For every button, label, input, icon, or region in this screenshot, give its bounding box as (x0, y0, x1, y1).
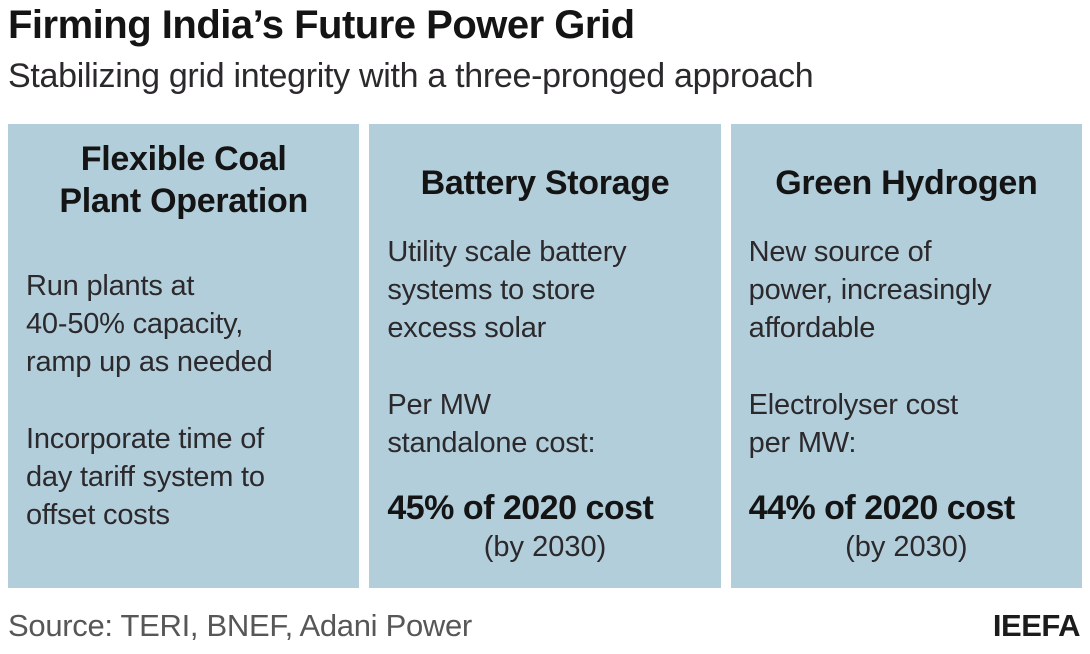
cost-highlight: 45% of 2020 cost (387, 488, 654, 527)
panel-flexible-coal: Flexible Coal Plant Operation Run plants… (8, 124, 360, 588)
panel-text: New source of power, increasingly afford… (748, 236, 992, 344)
panels-row: Flexible Coal Plant Operation Run plants… (8, 124, 1082, 588)
panel-title-flexible-coal: Flexible Coal Plant Operation (59, 140, 308, 221)
cost-highlight-note: (by 2030) (845, 530, 968, 563)
page-subtitle: Stabilizing grid integrity with a three-… (8, 57, 814, 96)
header: Firming India’s Future Power Grid Stabil… (8, 0, 1082, 97)
page-title: Firming India’s Future Power Grid (8, 3, 635, 47)
panel-battery-storage: Battery Storage Utility scale battery sy… (369, 124, 721, 588)
cost-highlight-note: (by 2030) (483, 530, 607, 563)
panel-text: Electrolyser cost per MW: (748, 389, 959, 459)
cost-highlight: 44% of 2020 cost (748, 488, 1016, 527)
attribution-text: IEEFA (992, 608, 1081, 643)
panel-text: Utility scale battery systems to store e… (387, 236, 627, 344)
panel-text: Incorporate time of day tariff system to… (26, 423, 265, 531)
panel-title-battery-storage: Battery Storage (420, 164, 670, 202)
panel-title-green-hydrogen: Green Hydrogen (775, 164, 1038, 202)
panel-text: Per MW standalone cost: (387, 389, 596, 459)
source-text: Source: TERI, BNEF, Adani Power (8, 608, 472, 643)
footer: Source: TERI, BNEF, Adani Power IEEFA (8, 608, 1081, 644)
panel-text: Run plants at 40-50% capacity, ramp up a… (26, 270, 273, 378)
panel-green-hydrogen: Green Hydrogen New source of power, incr… (730, 124, 1082, 588)
